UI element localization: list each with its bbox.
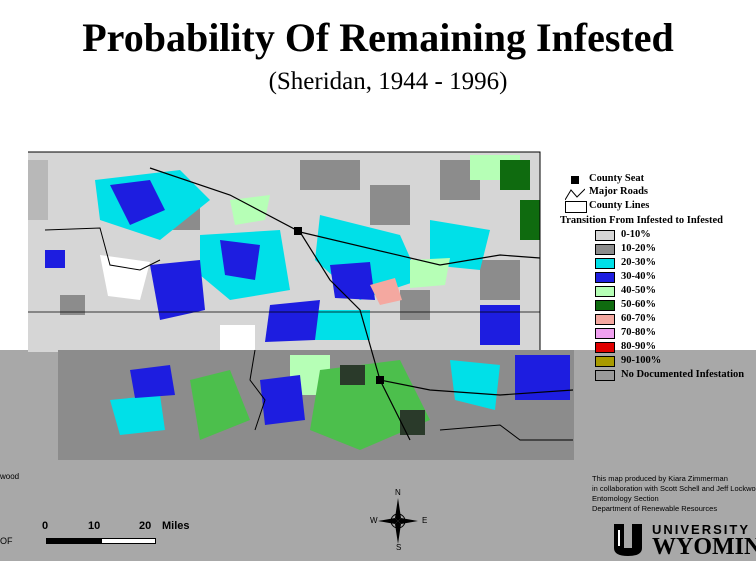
map-title: Probability Of Remaining Infested [82,15,674,60]
map-dark-gray-area [400,290,430,320]
map-dark-gray-area [60,295,85,315]
scale-tick-label: 20 [139,520,152,532]
compass-e-label: E [422,516,428,525]
legend-class-label: 70-80% [621,327,656,338]
credit-line: Entomology Section [592,494,659,503]
map-blue-area [480,305,520,345]
uw-monogram-icon [614,524,642,556]
county-line [44,227,161,271]
cropped-label: OF [0,536,13,546]
compass-s-label: S [396,543,402,552]
county-lines-box-icon [565,201,587,213]
credit-line: This map produced by Kiara Zimmerman [592,474,728,483]
legend-swatch [595,300,615,311]
legend-class-label: No Documented Infestation [621,369,745,380]
map-blue-area [45,250,65,268]
major-roads-line-icon [565,188,585,201]
map-cyan-area [310,310,370,340]
map-blue-area [265,300,320,342]
county-seat-marker [376,376,384,384]
legend-symbol-label: Major Roads [589,186,649,197]
map-dark-green-area [500,160,530,190]
logo-wyoming-text: WYOMING [652,534,756,560]
logo-university-text: UNIVERSITY [652,522,751,537]
map-lower-dark-area [400,410,425,435]
legend-class-label: 20-30% [621,257,656,268]
scale-unit-label: Miles [162,520,190,532]
map-pink-area [370,278,402,305]
legend-class-label: 50-60% [621,299,656,310]
legend-class-label: 80-90% [621,341,656,352]
map-lower-blue-area [260,375,305,425]
map-blue-area [110,180,165,225]
compass-rose-icon [378,498,418,544]
scale-bar-fill [47,539,102,543]
scale-tick-label: 0 [42,520,49,532]
legend-swatch [595,314,615,325]
major-road [379,379,574,396]
map-cyan-area [430,220,490,270]
credit-line: Department of Renewable Resources [592,504,718,513]
credit-line: in collaboration with Scott Schell and J… [592,484,756,493]
university-logo: UNIVERSITY WYOMING [612,522,756,560]
legend-swatch [595,356,615,367]
legend-swatch [595,258,615,269]
map-blue-area [220,240,260,280]
legend-title: Transition From Infested to Infested [560,215,723,226]
map-light-green-area [230,195,270,225]
map-dark-gray-area [480,260,520,300]
map-blue-area [330,262,375,300]
legend-class-label: 10-20% [621,243,656,254]
map-lower-blue-area [130,365,175,398]
legend-swatch [595,272,615,283]
scale-tick-label: 10 [88,520,101,532]
map-dark-gray-area [370,185,410,225]
county-line [28,151,541,350]
map-lower-dark-area [340,365,365,385]
legend-class-label: 40-50% [621,285,656,296]
legend-swatch [595,286,615,297]
legend-swatch [595,342,615,353]
cropped-label: wood [0,472,20,481]
north-arrow-compass: N S E W [370,488,428,552]
map-left-strip [28,160,48,220]
map-lower-cyan-area [110,395,165,435]
scale-bar [46,538,156,544]
legend-swatch [595,328,615,339]
legend-class-label: 0-10% [621,229,651,240]
legend-swatch [595,370,615,381]
map-lower-cyan-area [450,360,500,410]
map-credit: This map produced by Kiara Zimmerman in … [592,474,756,514]
legend-swatch [595,244,615,255]
major-road [299,231,541,266]
legend-swatch [595,230,615,241]
county-line [439,424,573,441]
map-lower-green-area [190,370,250,440]
legend-symbol-label: County Seat [589,173,645,184]
map-white-area [100,255,150,300]
county-seat-square-icon [571,176,579,184]
map-white-area [220,325,255,350]
map-blue-area [150,260,205,320]
compass-w-label: W [370,516,378,525]
map-subtitle: (Sheridan, 1944 - 1996) [268,68,508,95]
legend-class-label: 60-70% [621,313,656,324]
county-line [249,349,266,431]
legend-class-label: 90-100% [621,355,662,366]
map-dark-gray-area [300,160,360,190]
legend-symbol-label: County Lines [589,200,650,211]
compass-n-label: N [395,488,401,497]
map-dark-green-area [520,200,540,240]
legend-class-label: 30-40% [621,271,656,282]
county-seat-marker [294,227,302,235]
